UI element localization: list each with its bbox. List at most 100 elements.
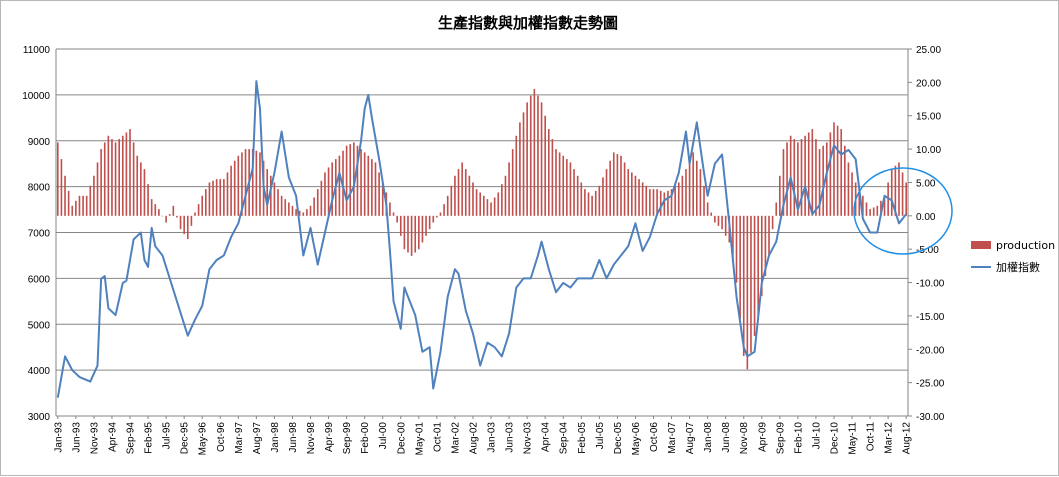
production-bar xyxy=(230,165,232,216)
production-bar xyxy=(764,215,767,276)
production-bar xyxy=(710,212,713,216)
production-bar xyxy=(833,122,835,216)
left-tick-label: 8000 xyxy=(28,183,51,194)
production-bar xyxy=(836,125,839,216)
production-bar xyxy=(233,160,236,216)
production-bar xyxy=(168,214,171,216)
production-bar xyxy=(771,215,774,230)
annotation-ellipse xyxy=(853,167,953,255)
production-bar xyxy=(753,215,756,336)
production-bar xyxy=(327,167,330,216)
production-bar xyxy=(620,155,622,216)
production-bar xyxy=(172,205,175,216)
production-bar xyxy=(537,95,539,216)
production-bar xyxy=(659,190,662,216)
production-bar xyxy=(403,215,406,250)
production-bar xyxy=(587,192,590,216)
production-bar xyxy=(96,162,99,216)
production-bar xyxy=(638,179,640,216)
x-tick-label: Oct-06 xyxy=(649,422,660,452)
x-axis: Jan-93 Jun-93 Nov-93 Apr-94 Sep-94 Feb-95 Jul-… xyxy=(53,415,913,456)
production-bar xyxy=(602,177,604,216)
left-tick-label: 6000 xyxy=(28,274,51,285)
production-bar xyxy=(515,135,518,216)
production-bar xyxy=(67,190,70,216)
production-bar xyxy=(421,215,424,243)
production-bar xyxy=(475,189,478,216)
production-bar xyxy=(111,139,113,216)
x-tick-label: Feb-95 xyxy=(144,422,155,454)
production-bar xyxy=(284,199,287,216)
production-bar xyxy=(132,142,135,216)
production-bar xyxy=(840,129,843,216)
x-tick-label: Jul-00 xyxy=(378,422,389,450)
production-bar xyxy=(706,202,709,216)
production-bar xyxy=(266,169,269,216)
production-bar xyxy=(212,180,214,216)
legend-label-index: 加權指數 xyxy=(996,260,1040,274)
production-bar xyxy=(201,195,204,216)
production-bar xyxy=(291,205,294,216)
production-bar xyxy=(143,169,146,216)
right-tick-label: 20.00 xyxy=(916,78,941,89)
production-bar xyxy=(407,215,409,253)
left-axis: 3000 4000 5000 6000 7000 8000 9000 10000 11000 xyxy=(22,45,50,423)
production-bar xyxy=(490,202,492,216)
production-bar xyxy=(793,139,796,216)
production-bar xyxy=(724,215,727,236)
production-bar xyxy=(273,182,276,216)
production-bar xyxy=(56,142,59,216)
production-bar xyxy=(822,145,824,216)
production-bar xyxy=(190,215,193,226)
production-bar xyxy=(703,185,705,216)
production-bar xyxy=(641,182,644,216)
production-bar xyxy=(605,169,608,216)
production-bar xyxy=(905,182,908,216)
production-bar xyxy=(295,209,297,216)
x-tick-label: Apr-09 xyxy=(757,422,768,452)
production-bars xyxy=(56,89,908,370)
x-tick-label: Mar-97 xyxy=(234,422,245,454)
production-bar xyxy=(367,155,370,216)
production-bar xyxy=(540,102,543,216)
x-tick-label: May-96 xyxy=(198,422,209,456)
x-tick-label: Oct-96 xyxy=(216,422,227,452)
production-bar xyxy=(699,169,702,216)
production-bar xyxy=(501,184,503,216)
left-tick-label: 3000 xyxy=(28,412,51,423)
legend: production 加權指數 xyxy=(971,239,1055,274)
production-bar xyxy=(371,159,373,216)
production-bar xyxy=(486,199,489,216)
production-bar xyxy=(482,195,485,216)
production-bar xyxy=(345,145,348,216)
x-tick-label: Jul-05 xyxy=(595,422,606,450)
production-bar xyxy=(739,215,741,320)
production-bar xyxy=(89,185,92,216)
production-bar xyxy=(150,199,153,216)
right-axis: -30.00 -25.00 -20.00 -15.00 -10.00 -5.00 0.00 5… xyxy=(908,45,945,423)
production-bar xyxy=(197,204,200,216)
right-tick-label: 10.00 xyxy=(916,145,941,156)
production-bar xyxy=(894,165,897,216)
production-bar xyxy=(815,139,817,216)
x-tick-label: Aug-12 xyxy=(902,422,913,455)
production-bar xyxy=(360,149,362,216)
x-tick-label: Sep-99 xyxy=(342,422,353,455)
production-bar xyxy=(414,215,417,253)
production-bar xyxy=(862,195,864,216)
x-tick-label: Dec-95 xyxy=(180,422,191,455)
chart-title: 生產指數與加權指數走勢圖 xyxy=(438,14,618,32)
x-tick-label: Jan-08 xyxy=(703,422,714,453)
production-bar xyxy=(627,169,630,216)
production-bar xyxy=(85,195,88,216)
production-bar xyxy=(775,202,778,216)
production-bar xyxy=(219,179,222,216)
x-tick-label: Sep-09 xyxy=(775,422,786,455)
x-tick-label: Nov-03 xyxy=(523,422,534,455)
right-tick-label: 15.00 xyxy=(916,112,941,123)
production-bar xyxy=(78,195,81,216)
production-bar xyxy=(186,215,189,240)
production-bar xyxy=(439,212,442,216)
production-bar xyxy=(804,135,806,216)
production-bar xyxy=(674,185,676,216)
